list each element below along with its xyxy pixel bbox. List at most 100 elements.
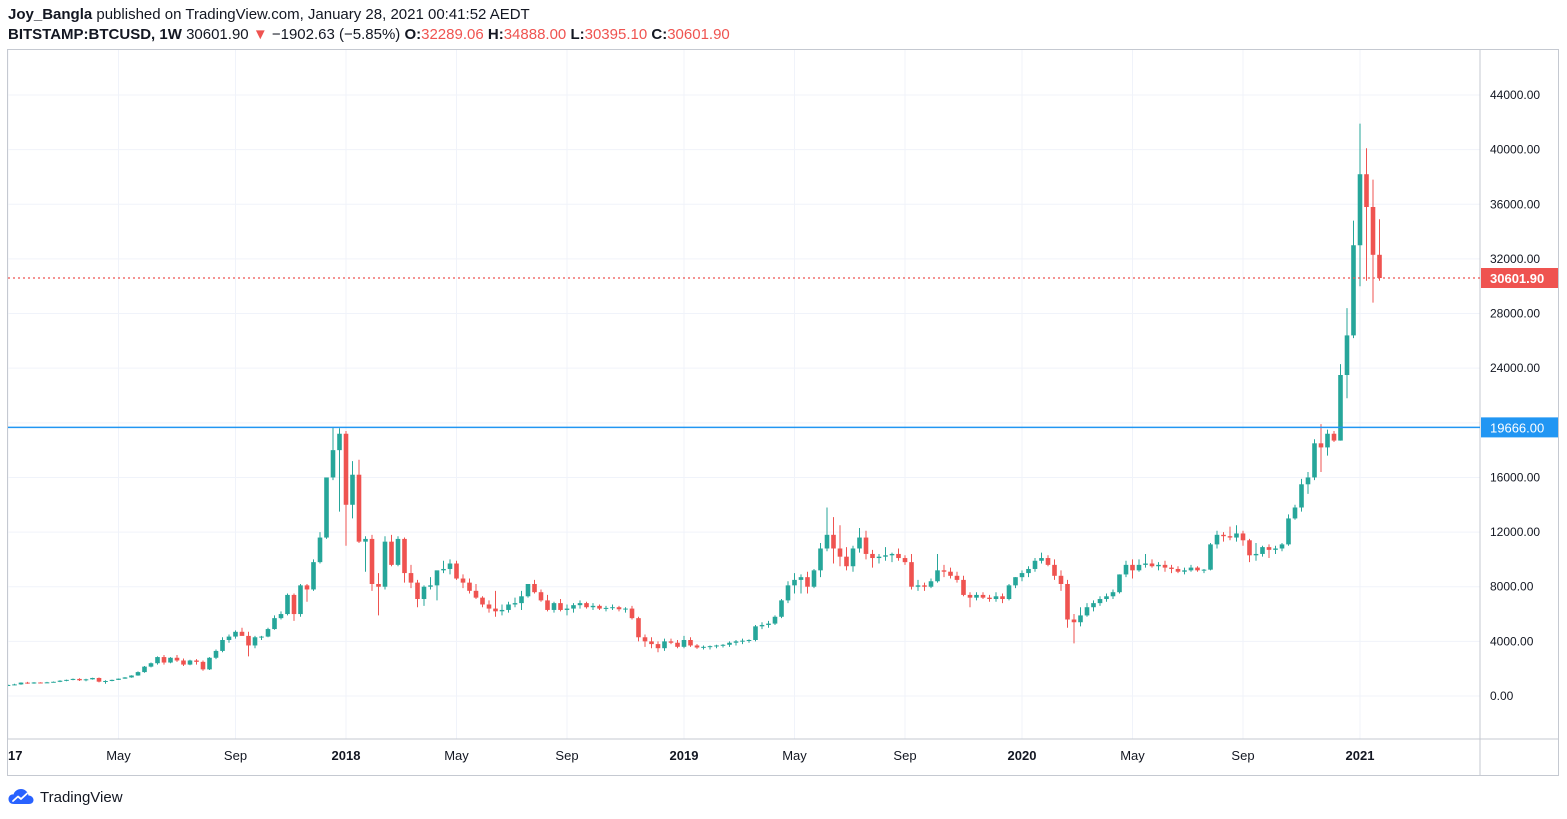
candle-body[interactable] bbox=[727, 642, 732, 645]
candle-body[interactable] bbox=[649, 641, 654, 645]
candle-body[interactable] bbox=[1286, 518, 1291, 545]
candle-body[interactable] bbox=[285, 594, 290, 615]
candle-body[interactable] bbox=[857, 537, 862, 549]
candle-body[interactable] bbox=[1000, 596, 1005, 600]
candle-body[interactable] bbox=[564, 608, 570, 610]
candle-body[interactable] bbox=[25, 682, 30, 684]
candle-body[interactable] bbox=[90, 677, 95, 680]
candle-body[interactable] bbox=[1130, 564, 1135, 571]
candle-body[interactable] bbox=[961, 579, 966, 595]
candle-body[interactable] bbox=[1032, 560, 1038, 569]
candle-body[interactable] bbox=[863, 537, 869, 554]
candle-body[interactable] bbox=[1370, 207, 1376, 255]
candle-body[interactable] bbox=[480, 597, 485, 605]
candle-body[interactable] bbox=[1156, 564, 1161, 567]
candle-body[interactable] bbox=[1318, 443, 1324, 448]
candle-body[interactable] bbox=[350, 474, 355, 505]
candle-body[interactable] bbox=[558, 603, 563, 610]
candle-body[interactable] bbox=[798, 577, 804, 580]
candle-body[interactable] bbox=[467, 582, 472, 591]
candle-body[interactable] bbox=[499, 609, 505, 612]
candle-body[interactable] bbox=[83, 679, 89, 681]
candle-body[interactable] bbox=[512, 603, 518, 605]
candle-body[interactable] bbox=[551, 603, 557, 610]
candle-body[interactable] bbox=[909, 562, 914, 587]
candle-body[interactable] bbox=[785, 585, 791, 601]
candle-body[interactable] bbox=[96, 677, 102, 682]
candle-body[interactable] bbox=[402, 538, 407, 574]
candle-body[interactable] bbox=[1052, 564, 1057, 576]
candle-body[interactable] bbox=[135, 672, 141, 676]
candle-body[interactable] bbox=[1273, 548, 1278, 550]
candle-body[interactable] bbox=[720, 644, 726, 646]
candle-body[interactable] bbox=[688, 639, 693, 646]
candle-body[interactable] bbox=[642, 637, 648, 642]
candle-body[interactable] bbox=[1266, 547, 1272, 550]
candle-body[interactable] bbox=[1019, 573, 1025, 578]
candle-body[interactable] bbox=[668, 641, 674, 643]
candle-body[interactable] bbox=[129, 675, 134, 678]
candle-body[interactable] bbox=[226, 636, 232, 640]
candle-body[interactable] bbox=[1325, 433, 1330, 448]
candle-body[interactable] bbox=[1091, 603, 1096, 608]
candle-body[interactable] bbox=[441, 568, 446, 571]
candle-body[interactable] bbox=[38, 682, 43, 684]
candle-body[interactable] bbox=[337, 433, 342, 451]
candle-body[interactable] bbox=[922, 585, 927, 587]
candle-body[interactable] bbox=[252, 637, 258, 646]
candle-body[interactable] bbox=[1136, 564, 1142, 571]
candle-body[interactable] bbox=[57, 680, 63, 682]
candle-body[interactable] bbox=[395, 538, 401, 565]
candle-body[interactable] bbox=[168, 657, 173, 663]
candle-body[interactable] bbox=[421, 586, 427, 600]
candle-body[interactable] bbox=[928, 581, 934, 587]
candle-body[interactable] bbox=[317, 537, 323, 563]
candle-body[interactable] bbox=[837, 548, 843, 557]
candle-body[interactable] bbox=[577, 603, 583, 606]
candle-body[interactable] bbox=[18, 682, 24, 685]
candle-body[interactable] bbox=[733, 641, 739, 643]
candle-body[interactable] bbox=[246, 635, 251, 646]
candle-body[interactable] bbox=[623, 608, 628, 610]
candle-body[interactable] bbox=[746, 639, 752, 641]
candle-body[interactable] bbox=[194, 660, 199, 662]
candle-body[interactable] bbox=[1123, 564, 1129, 575]
candle-body[interactable] bbox=[324, 477, 329, 538]
candle-body[interactable] bbox=[941, 570, 947, 572]
candle-body[interactable] bbox=[1169, 567, 1174, 569]
candle-body[interactable] bbox=[1208, 544, 1213, 570]
candle-body[interactable] bbox=[1026, 568, 1031, 574]
candle-body[interactable] bbox=[675, 642, 680, 647]
candle-body[interactable] bbox=[915, 585, 921, 587]
candle-body[interactable] bbox=[603, 607, 609, 609]
candle-body[interactable] bbox=[655, 644, 661, 649]
candle-body[interactable] bbox=[181, 660, 186, 665]
candle-body[interactable] bbox=[1013, 577, 1018, 586]
candle-body[interactable] bbox=[174, 657, 180, 661]
candle-body[interactable] bbox=[545, 600, 550, 610]
candle-body[interactable] bbox=[506, 604, 511, 610]
candle-body[interactable] bbox=[389, 541, 394, 565]
candle-body[interactable] bbox=[473, 590, 479, 598]
candle-body[interactable] bbox=[486, 604, 492, 609]
candle-body[interactable] bbox=[1253, 553, 1259, 556]
candle-body[interactable] bbox=[818, 548, 823, 571]
candle-body[interactable] bbox=[1357, 174, 1363, 246]
candle-body[interactable] bbox=[1227, 536, 1233, 538]
candle-body[interactable] bbox=[12, 684, 17, 686]
candle-body[interactable] bbox=[844, 556, 849, 567]
candle-body[interactable] bbox=[220, 639, 225, 651]
candle-body[interactable] bbox=[974, 594, 979, 598]
candle-body[interactable] bbox=[187, 660, 193, 665]
candle-body[interactable] bbox=[701, 646, 706, 648]
candle-body[interactable] bbox=[1234, 533, 1239, 538]
candle-body[interactable] bbox=[571, 605, 576, 609]
candle-body[interactable] bbox=[1071, 619, 1077, 623]
candle-body[interactable] bbox=[415, 582, 420, 600]
candle-body[interactable] bbox=[1188, 567, 1194, 571]
candle-body[interactable] bbox=[161, 657, 167, 663]
candle-body[interactable] bbox=[1045, 558, 1051, 565]
candle-body[interactable] bbox=[330, 450, 336, 478]
candle-body[interactable] bbox=[122, 677, 128, 679]
candle-body[interactable] bbox=[850, 548, 856, 567]
